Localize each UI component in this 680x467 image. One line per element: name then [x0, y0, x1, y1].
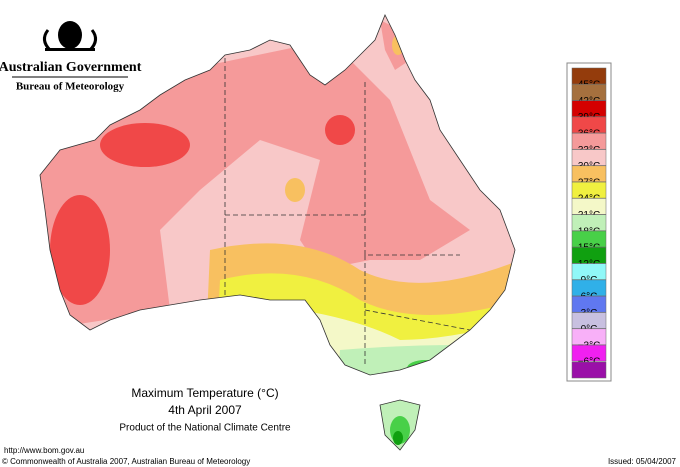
legend-swatch [571, 165, 607, 183]
footer-issued: Issued: 05/04/2007 [608, 457, 677, 466]
legend-swatch [571, 181, 607, 199]
bureau: Bureau of Meteorology [16, 81, 125, 93]
caption-product: Product of the National Climate Centre [119, 423, 291, 434]
agency: Australian Government [0, 60, 142, 75]
crest [43, 21, 97, 52]
legend-swatch [571, 247, 607, 264]
legend-swatch [571, 344, 607, 362]
legend-swatch [571, 361, 607, 379]
legend-swatch [571, 263, 607, 280]
legend-swatch [571, 116, 607, 134]
legend: 45°C42°C39°C36°C33°C30°C27°C24°C21°C18°C… [571, 67, 607, 368]
legend-swatch [571, 328, 607, 346]
legend-swatch [571, 198, 607, 215]
legend-swatch [571, 230, 607, 248]
legend-swatch [571, 132, 607, 150]
legend-swatch [571, 312, 607, 329]
legend-swatch [571, 279, 607, 297]
legend-swatch [571, 214, 607, 231]
caption-date: 4th April 2007 [168, 403, 242, 417]
legend-swatch [571, 84, 607, 101]
footer-url: http://www.bom.gov.au [4, 446, 84, 455]
legend-swatch [571, 100, 607, 117]
legend-swatch [571, 295, 607, 313]
footer-copyright: © Commonwealth of Australia 2007, Austra… [2, 457, 250, 466]
legend-swatch [571, 149, 607, 166]
legend-frame [566, 62, 612, 382]
coastline [39, 14, 516, 451]
legend-swatch [571, 67, 607, 85]
caption-title: Maximum Temperature (°C) [131, 386, 278, 400]
state-borders [224, 58, 471, 365]
